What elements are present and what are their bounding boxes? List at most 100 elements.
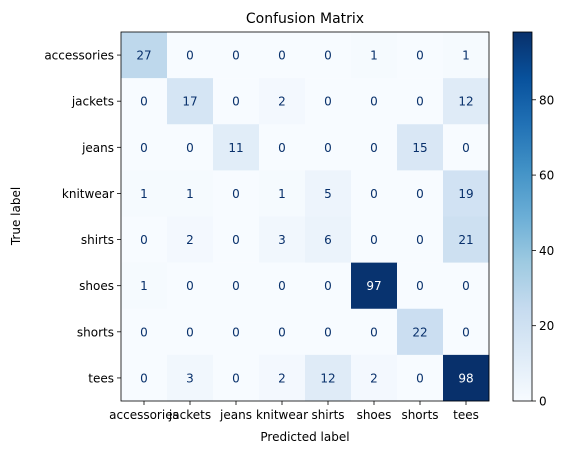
heatmap-cell bbox=[121, 78, 168, 125]
heatmap-cell bbox=[305, 262, 352, 310]
cell-value-label: 0 bbox=[232, 95, 240, 109]
cell-value-label: 0 bbox=[232, 371, 240, 385]
cell-value-label: 1 bbox=[140, 279, 148, 293]
colorbar bbox=[512, 31, 533, 402]
cell-value-label: 0 bbox=[278, 49, 286, 63]
colorbar-tick-label: 60 bbox=[539, 169, 554, 183]
heatmap-cell bbox=[443, 124, 490, 171]
cell-value-label: 2 bbox=[278, 371, 286, 385]
heatmap-cell bbox=[443, 216, 490, 263]
cell-value-label: 1 bbox=[186, 187, 194, 201]
cell-value-label: 0 bbox=[324, 325, 332, 339]
colorbar-tick-label: 0 bbox=[539, 395, 547, 409]
cell-value-label: 0 bbox=[186, 141, 194, 155]
heatmap-cell bbox=[167, 354, 214, 402]
cell-value-label: 2 bbox=[186, 233, 194, 247]
heatmap-cell bbox=[397, 124, 444, 171]
heatmap-cell bbox=[443, 32, 490, 79]
cell-value-label: 0 bbox=[278, 279, 286, 293]
cell-value-label: 0 bbox=[232, 49, 240, 63]
heatmap-cell bbox=[305, 170, 352, 217]
heatmap-cell bbox=[397, 170, 444, 217]
heatmap-cell bbox=[305, 216, 352, 263]
heatmap-cell bbox=[305, 308, 352, 356]
cell-value-label: 0 bbox=[278, 141, 286, 155]
x-tick-label: tees bbox=[453, 408, 479, 422]
chart-title: Confusion Matrix bbox=[246, 11, 364, 27]
cell-value-label: 0 bbox=[370, 95, 378, 109]
cell-value-label: 0 bbox=[416, 187, 424, 201]
cell-value-label: 0 bbox=[140, 233, 148, 247]
cell-value-label: 0 bbox=[370, 187, 378, 201]
y-tick-label: shorts bbox=[77, 325, 114, 339]
cell-value-label: 21 bbox=[458, 233, 473, 247]
heatmap-cell bbox=[397, 78, 444, 125]
heatmap-cell bbox=[397, 216, 444, 263]
heatmap-cell bbox=[259, 124, 306, 171]
heatmap-cell bbox=[121, 32, 168, 79]
heatmap-cell bbox=[397, 32, 444, 79]
heatmap-cell bbox=[351, 354, 398, 402]
heatmap-cell bbox=[167, 78, 214, 125]
heatmap-cell bbox=[259, 216, 306, 263]
heatmap-cell bbox=[305, 32, 352, 79]
colorbar-tick-label: 20 bbox=[539, 319, 554, 333]
heatmap-cell bbox=[213, 170, 260, 217]
cell-value-label: 15 bbox=[412, 141, 427, 155]
heatmap-cell bbox=[351, 262, 398, 310]
y-tick-label: shirts bbox=[81, 233, 114, 247]
heatmap-cell bbox=[443, 354, 490, 402]
heatmap-cell bbox=[259, 170, 306, 217]
cell-value-label: 0 bbox=[370, 325, 378, 339]
heatmap-cell bbox=[259, 262, 306, 310]
heatmap-cell bbox=[121, 124, 168, 171]
heatmap-cell bbox=[351, 78, 398, 125]
heatmap-cell bbox=[167, 216, 214, 263]
plot-frame bbox=[120, 31, 490, 402]
heatmap-cell bbox=[305, 124, 352, 171]
y-tick-label: shoes bbox=[79, 279, 114, 293]
cell-value-label: 2 bbox=[278, 95, 286, 109]
x-axis-label: Predicted label bbox=[260, 430, 349, 444]
cell-value-label: 0 bbox=[232, 233, 240, 247]
heatmap-cell bbox=[121, 308, 168, 356]
heatmap-cell bbox=[351, 124, 398, 171]
heatmap-cell bbox=[213, 262, 260, 310]
cell-value-label: 0 bbox=[140, 325, 148, 339]
cell-value-label: 19 bbox=[458, 187, 473, 201]
heatmap-cell bbox=[305, 354, 352, 402]
cell-value-label: 3 bbox=[278, 233, 286, 247]
cell-value-label: 0 bbox=[416, 371, 424, 385]
y-tick-label: jeans bbox=[81, 141, 114, 155]
cell-value-label: 0 bbox=[370, 141, 378, 155]
cell-value-label: 0 bbox=[416, 49, 424, 63]
cell-value-label: 0 bbox=[462, 279, 470, 293]
heatmap-cell bbox=[167, 308, 214, 356]
heatmap-cell bbox=[121, 170, 168, 217]
cell-value-label: 98 bbox=[458, 371, 473, 385]
cell-value-label: 0 bbox=[186, 279, 194, 293]
heatmap-cell bbox=[121, 216, 168, 263]
y-axis-label: True label bbox=[9, 187, 23, 246]
heatmap-cell bbox=[259, 78, 306, 125]
x-tick-label: accessories bbox=[109, 408, 179, 422]
y-tick-label: jackets bbox=[71, 95, 114, 109]
cell-value-label: 97 bbox=[366, 279, 381, 293]
y-tick-label: knitwear bbox=[62, 187, 114, 201]
cell-value-label: 11 bbox=[228, 141, 243, 155]
heatmap-cells bbox=[121, 32, 490, 402]
cell-value-label: 1 bbox=[140, 187, 148, 201]
heatmap-cell bbox=[259, 308, 306, 356]
heatmap-cell bbox=[259, 354, 306, 402]
heatmap-cell bbox=[121, 262, 168, 310]
x-tick-label: jeans bbox=[219, 408, 252, 422]
heatmap-cell bbox=[351, 216, 398, 263]
heatmap-cell bbox=[167, 32, 214, 79]
cell-value-label: 17 bbox=[182, 95, 197, 109]
cell-value-label: 3 bbox=[186, 371, 194, 385]
cell-value-label: 0 bbox=[462, 141, 470, 155]
heatmap-cell bbox=[213, 216, 260, 263]
y-tick-label: tees bbox=[88, 371, 114, 385]
